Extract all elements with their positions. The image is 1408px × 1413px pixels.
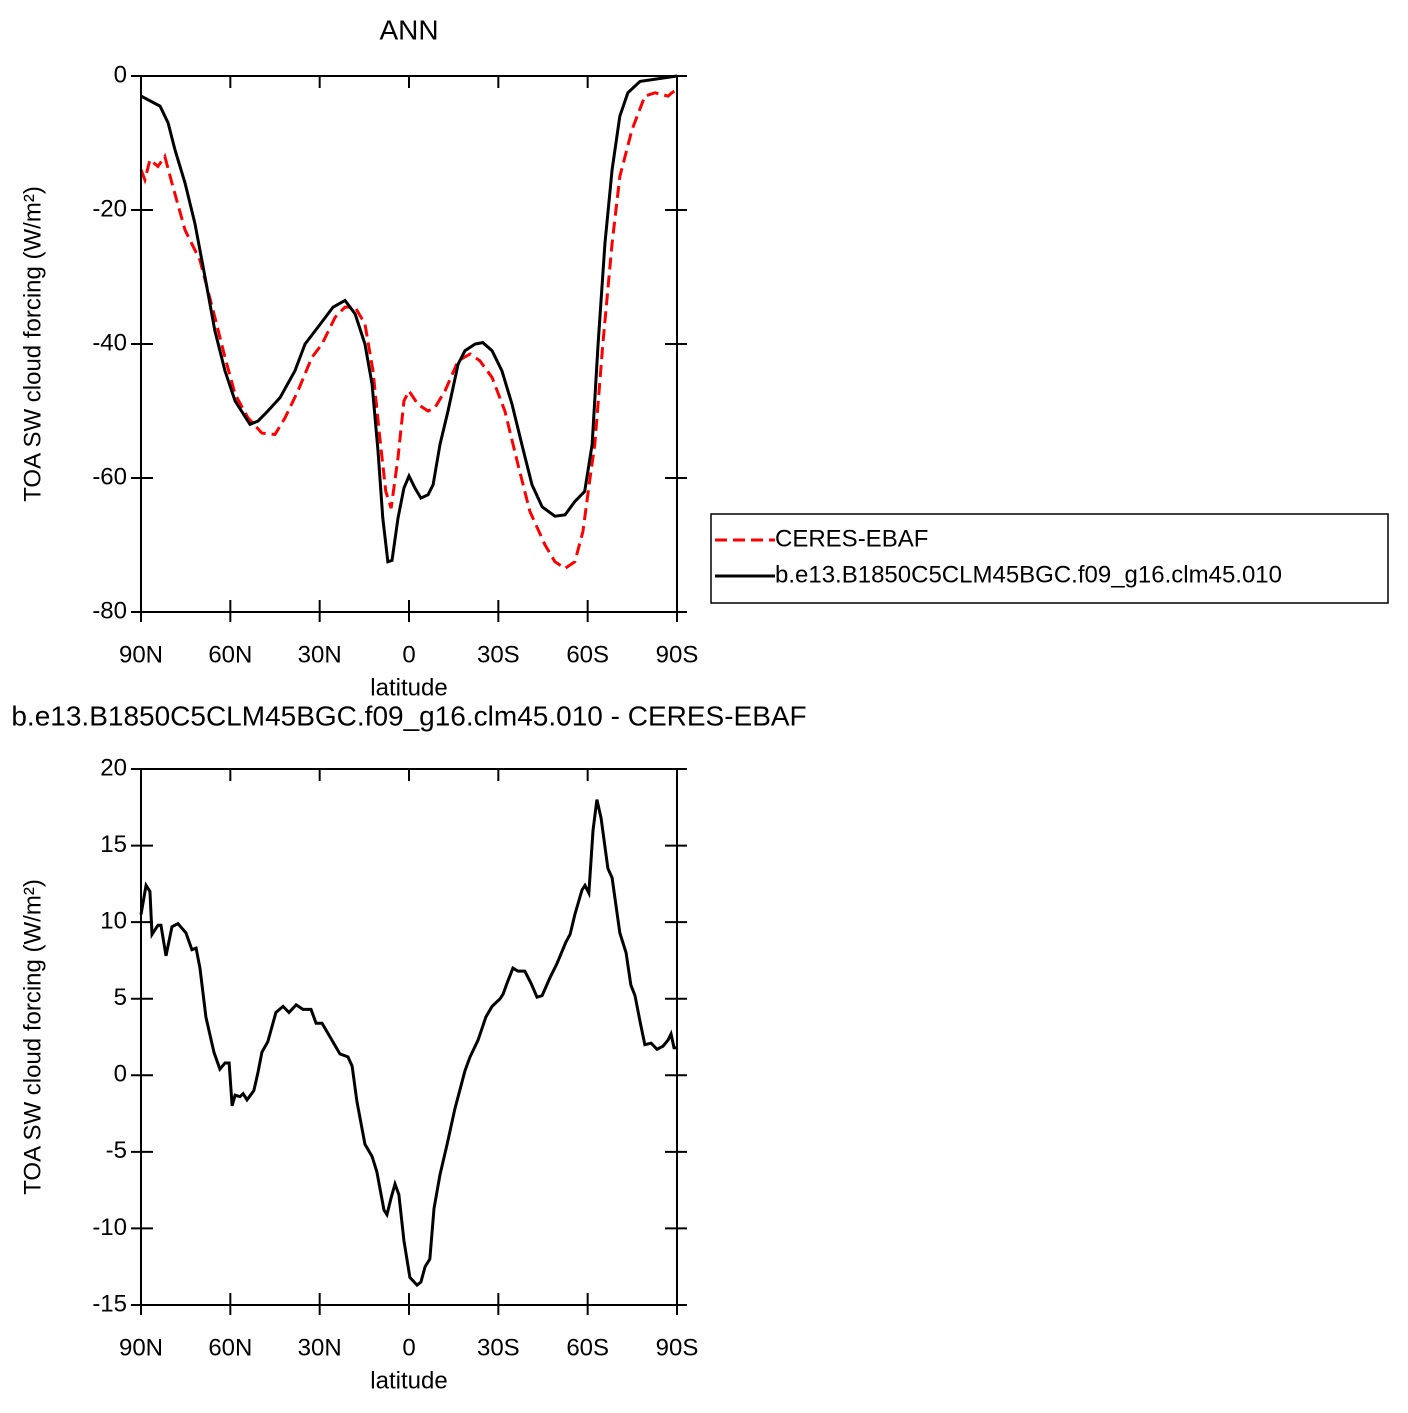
y-tick-label: 15 <box>100 831 127 858</box>
x-tick-label: 0 <box>402 641 415 668</box>
x-tick-label: 30S <box>477 641 520 668</box>
x-tick-label: 60N <box>208 641 252 668</box>
y-axis-label: TOA SW cloud forcing (W/m²) <box>19 879 46 1195</box>
x-axis-label: latitude <box>370 674 447 701</box>
y-tick-label: -10 <box>92 1214 127 1241</box>
y-tick-label: -60 <box>92 463 127 490</box>
plot-frame <box>140 768 678 1306</box>
x-tick-label: 0 <box>402 1334 415 1361</box>
chart-title: ANN <box>379 14 438 45</box>
legend-label: CERES-EBAF <box>775 525 928 552</box>
chart-title: b.e13.B1850C5CLM45BGC.f09_g16.clm45.010 … <box>11 700 806 731</box>
y-tick-label: 10 <box>100 907 127 934</box>
y-axis-label: TOA SW cloud forcing (W/m²) <box>19 186 46 502</box>
x-tick-label: 60S <box>566 641 609 668</box>
legend-label: b.e13.B1850C5CLM45BGC.f09_g16.clm45.010 <box>775 561 1282 588</box>
x-tick-label: 30S <box>477 1334 520 1361</box>
x-tick-label: 30N <box>298 1334 342 1361</box>
legend-box <box>710 513 1389 604</box>
y-tick-label: -20 <box>92 195 127 222</box>
x-tick-label: 90S <box>656 641 699 668</box>
data-line <box>139 799 677 1288</box>
y-tick-label: 20 <box>100 754 127 781</box>
x-tick-label: 30N <box>298 641 342 668</box>
y-tick-label: -40 <box>92 329 127 356</box>
x-tick-label: 90N <box>119 641 163 668</box>
x-tick-label: 60S <box>566 1334 609 1361</box>
data-line <box>139 88 678 571</box>
data-line <box>140 74 678 564</box>
y-tick-label: 0 <box>114 61 127 88</box>
y-tick-label: 5 <box>114 984 127 1011</box>
y-tick-label: -80 <box>92 597 127 624</box>
y-tick-label: -5 <box>106 1137 127 1164</box>
x-tick-label: 60N <box>208 1334 252 1361</box>
plot-frame <box>140 75 678 613</box>
y-tick-label: -15 <box>92 1290 127 1317</box>
x-axis-label: latitude <box>370 1367 447 1394</box>
y-tick-label: 0 <box>114 1061 127 1088</box>
x-tick-label: 90N <box>119 1334 163 1361</box>
x-tick-label: 90S <box>656 1334 699 1361</box>
